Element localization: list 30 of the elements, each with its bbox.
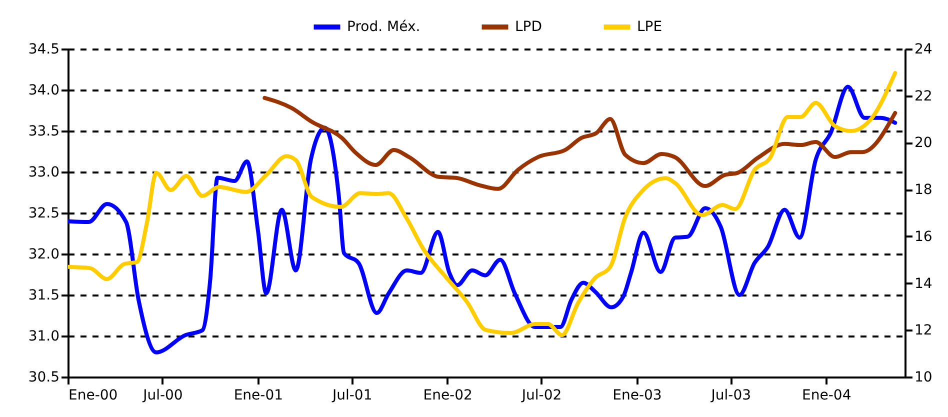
y2-tick-label: 18 xyxy=(914,182,932,198)
x-tick-label: Jul-03 xyxy=(710,388,752,404)
y2-tick-label: 14 xyxy=(914,276,932,292)
x-tick-label: Jul-00 xyxy=(142,388,183,404)
y2-tick-label: 10 xyxy=(914,370,932,386)
legend-label: LPE xyxy=(637,19,662,35)
x-tick-label: Ene-03 xyxy=(612,388,662,404)
y-tick-label: 31.5 xyxy=(28,288,60,304)
legend-label: Prod. Méx. xyxy=(347,19,420,35)
y-tick-label: 32.5 xyxy=(28,206,60,222)
x-tick-label: Ene-01 xyxy=(234,388,284,404)
y-tick-label: 34.5 xyxy=(28,42,60,58)
y2-tick-label: 24 xyxy=(914,42,932,58)
y2-tick-label: 16 xyxy=(914,228,932,245)
y2-tick-label: 12 xyxy=(914,322,932,339)
y-tick-label: 33.5 xyxy=(28,124,60,140)
y-tick-label: 32.0 xyxy=(28,246,60,262)
x-tick-label: Ene-00 xyxy=(68,388,118,404)
y-tick-label: 30.5 xyxy=(28,370,60,386)
line-series xyxy=(262,96,898,191)
legend-label: LPD xyxy=(515,19,542,35)
y2-tick-label: 22 xyxy=(914,88,932,104)
x-tick-label: Ene-04 xyxy=(802,388,852,404)
x-tick-label: Jul-02 xyxy=(520,388,562,404)
y-tick-label: 34.0 xyxy=(28,82,60,98)
x-tick-label: Jul-01 xyxy=(331,388,372,404)
y2-tick-label: 20 xyxy=(914,135,932,152)
y-tick-label: 33.0 xyxy=(28,164,60,180)
y-tick-label: 31.0 xyxy=(28,328,60,344)
x-tick-label: Ene-02 xyxy=(423,388,472,404)
